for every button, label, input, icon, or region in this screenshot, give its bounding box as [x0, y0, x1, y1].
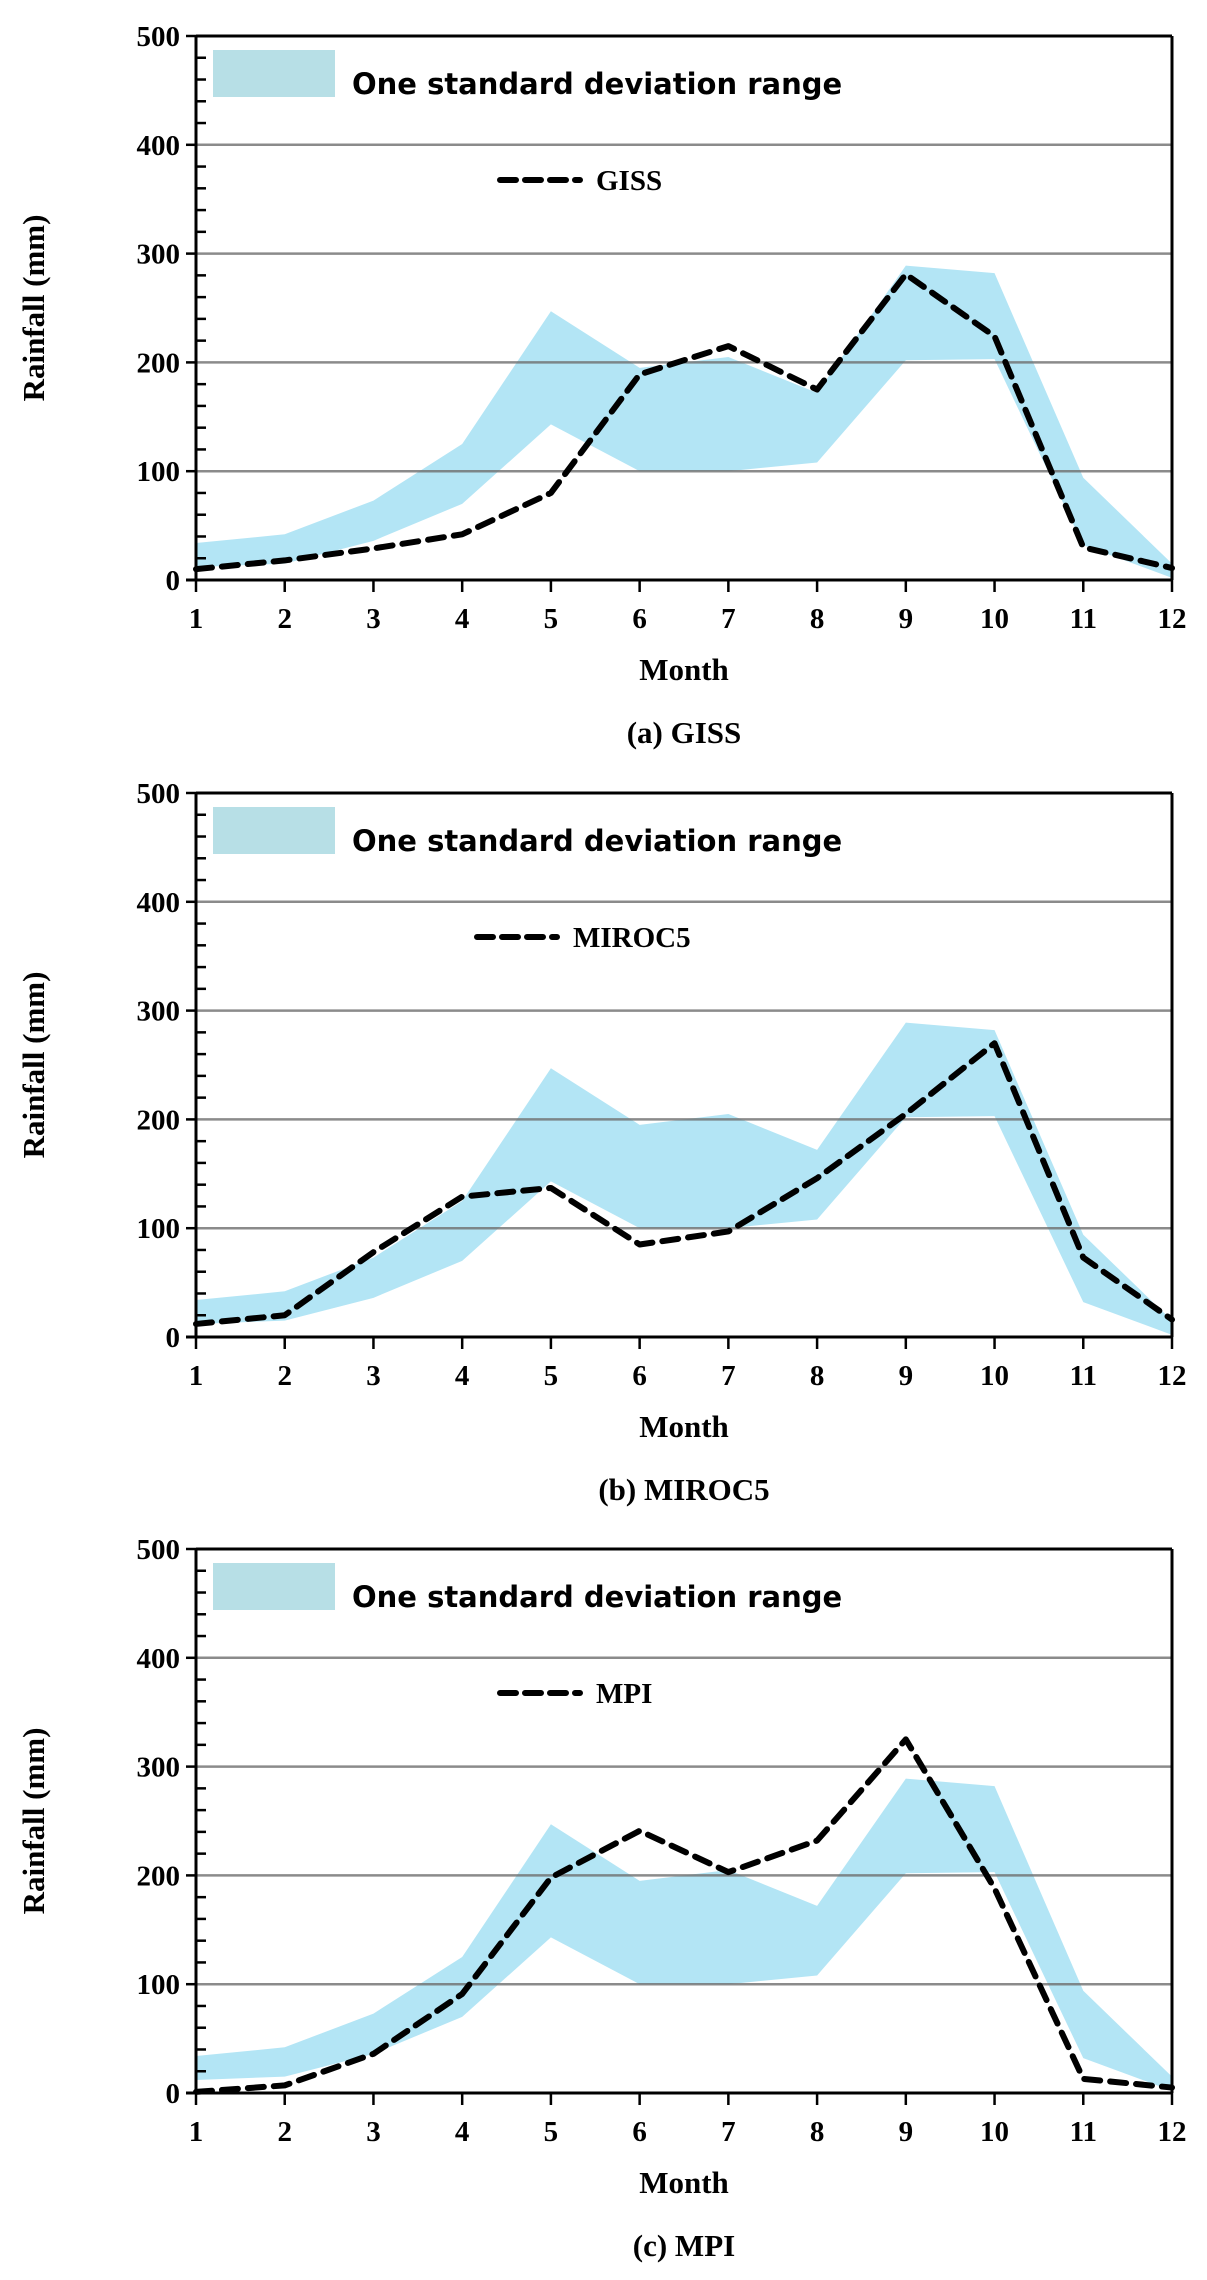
x-tick-label: 7	[721, 1360, 736, 1392]
panel-caption: (a) GISS	[627, 715, 742, 750]
x-tick-label: 5	[544, 1360, 559, 1392]
x-tick-label: 6	[632, 603, 647, 635]
x-tick-label: 2	[277, 603, 292, 635]
legend-line-label: MPI	[596, 1678, 652, 1710]
y-tick-label: 100	[137, 1969, 181, 2001]
y-tick-label: 0	[166, 565, 181, 597]
legend-line-label: GISS	[596, 165, 662, 197]
legend-band-swatch	[213, 807, 335, 854]
x-tick-label: 10	[980, 2116, 1009, 2148]
x-tick-label: 12	[1158, 603, 1187, 635]
x-tick-label: 8	[810, 603, 825, 635]
series-line-giss	[193, 271, 1175, 573]
x-tick-label: 8	[810, 1360, 825, 1392]
y-axis-title: Rainfall (mm)	[16, 215, 51, 402]
std-band-area	[196, 1022, 1172, 1335]
x-tick-label: 3	[366, 1360, 381, 1392]
x-tick-label: 11	[1070, 603, 1097, 635]
y-tick-label: 200	[137, 1104, 181, 1136]
x-tick-label: 1	[189, 1360, 204, 1392]
y-tick-label: 200	[137, 1860, 181, 1892]
legend-band-label: One standard deviation range	[352, 824, 842, 858]
x-tick-label: 1	[189, 2116, 204, 2148]
x-tick-label: 3	[366, 603, 381, 635]
x-tick-label: 5	[544, 603, 559, 635]
y-tick-label: 100	[137, 1213, 181, 1245]
series-line-miroc5	[193, 1040, 1175, 1327]
x-tick-label: 9	[899, 1360, 914, 1392]
panel-caption: (c) MPI	[633, 2228, 735, 2263]
x-tick-label: 7	[721, 2116, 736, 2148]
x-tick-label: 10	[980, 1360, 1009, 1392]
y-tick-label: 300	[137, 996, 181, 1028]
x-tick-label: 8	[810, 2116, 825, 2148]
y-axis-title: Rainfall (mm)	[16, 972, 51, 1159]
x-tick-label: 7	[721, 603, 736, 635]
x-tick-label: 12	[1158, 1360, 1187, 1392]
y-axis-title: Rainfall (mm)	[16, 1728, 51, 1915]
x-tick-label: 1	[189, 603, 204, 635]
x-axis-title: Month	[639, 652, 729, 687]
x-tick-label: 9	[899, 2116, 914, 2148]
series-line-mpi	[193, 1736, 1175, 2095]
y-tick-label: 400	[137, 130, 181, 162]
legend-band-swatch	[213, 1563, 335, 1610]
y-tick-label: 500	[137, 778, 181, 810]
x-tick-label: 4	[455, 2116, 470, 2148]
y-tick-label: 400	[137, 887, 181, 919]
y-tick-label: 400	[137, 1643, 181, 1675]
legend-line-label: MIROC5	[573, 922, 691, 954]
x-tick-label: 6	[632, 1360, 647, 1392]
x-tick-label: 2	[277, 1360, 292, 1392]
x-tick-label: 11	[1070, 1360, 1097, 1392]
x-tick-label: 9	[899, 603, 914, 635]
y-tick-label: 500	[137, 21, 181, 53]
x-tick-label: 4	[455, 603, 470, 635]
std-band-area	[196, 1778, 1172, 2091]
x-tick-label: 12	[1158, 2116, 1187, 2148]
y-tick-label: 300	[137, 1752, 181, 1784]
std-band-area	[196, 265, 1172, 578]
y-tick-label: 0	[166, 2078, 181, 2110]
legend-band-swatch	[213, 50, 335, 97]
x-tick-label: 4	[455, 1360, 470, 1392]
y-tick-label: 500	[137, 1534, 181, 1566]
y-tick-label: 100	[137, 456, 181, 488]
panel-caption: (b) MIROC5	[598, 1472, 769, 1507]
y-tick-label: 300	[137, 239, 181, 271]
x-tick-label: 11	[1070, 2116, 1097, 2148]
x-tick-label: 2	[277, 2116, 292, 2148]
x-axis-title: Month	[639, 1409, 729, 1444]
x-tick-label: 10	[980, 603, 1009, 635]
x-axis-title: Month	[639, 2165, 729, 2200]
x-tick-label: 6	[632, 2116, 647, 2148]
y-tick-label: 0	[166, 1322, 181, 1354]
x-tick-label: 3	[366, 2116, 381, 2148]
x-tick-label: 5	[544, 2116, 559, 2148]
legend-band-label: One standard deviation range	[352, 1580, 842, 1614]
y-tick-label: 200	[137, 347, 181, 379]
legend-band-label: One standard deviation range	[352, 67, 842, 101]
